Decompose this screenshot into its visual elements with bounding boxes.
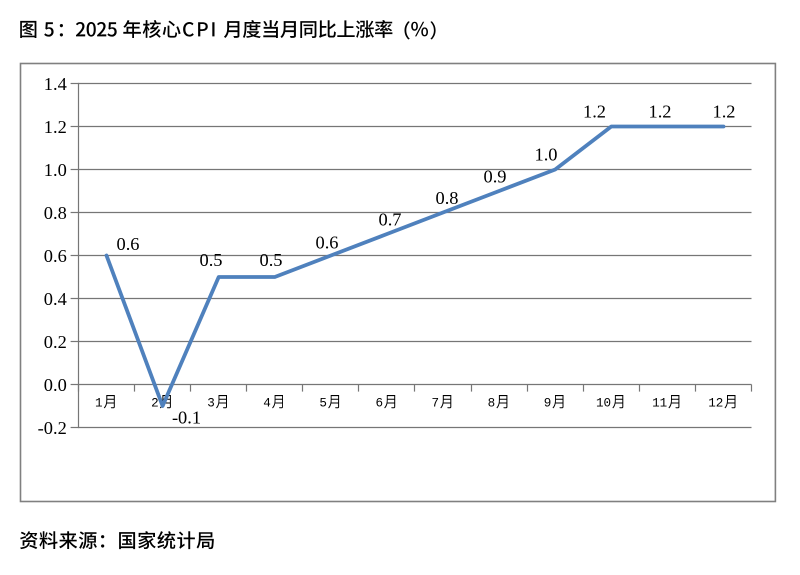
svg-text:3: 3: [207, 396, 215, 410]
svg-text:10: 10: [596, 396, 611, 410]
svg-text:0.7: 0.7: [379, 210, 402, 230]
svg-text:0.2: 0.2: [44, 332, 67, 352]
svg-text:1.0: 1.0: [44, 160, 67, 180]
svg-text:12: 12: [708, 396, 723, 410]
svg-text:6: 6: [376, 396, 384, 410]
svg-text:1.2: 1.2: [713, 101, 736, 121]
svg-text:5: 5: [319, 396, 327, 410]
svg-text:1.4: 1.4: [44, 74, 67, 94]
svg-text:7: 7: [432, 396, 440, 410]
svg-text:0.8: 0.8: [436, 188, 459, 208]
svg-text:0.6: 0.6: [117, 234, 140, 254]
svg-text:1.2: 1.2: [583, 101, 606, 121]
svg-text:-0.1: -0.1: [172, 408, 201, 428]
svg-text:-0.2: -0.2: [38, 418, 67, 438]
svg-text:9: 9: [544, 396, 552, 410]
svg-text:0.6: 0.6: [316, 233, 339, 253]
svg-text:1: 1: [95, 396, 103, 410]
svg-text:0.0: 0.0: [44, 375, 67, 395]
svg-text:4: 4: [263, 396, 271, 410]
svg-text:8: 8: [488, 396, 496, 410]
svg-text:1.0: 1.0: [535, 145, 558, 165]
svg-text:0.4: 0.4: [44, 289, 67, 309]
svg-text:1.2: 1.2: [649, 101, 672, 121]
svg-text:0.5: 0.5: [200, 250, 223, 270]
svg-text:1.2: 1.2: [44, 117, 67, 137]
svg-text:0.8: 0.8: [44, 203, 67, 223]
svg-text:0.6: 0.6: [44, 246, 67, 266]
svg-text:0.9: 0.9: [484, 167, 507, 187]
svg-text:2: 2: [151, 396, 159, 410]
svg-text:11: 11: [652, 396, 667, 410]
svg-text:0.5: 0.5: [260, 250, 283, 270]
